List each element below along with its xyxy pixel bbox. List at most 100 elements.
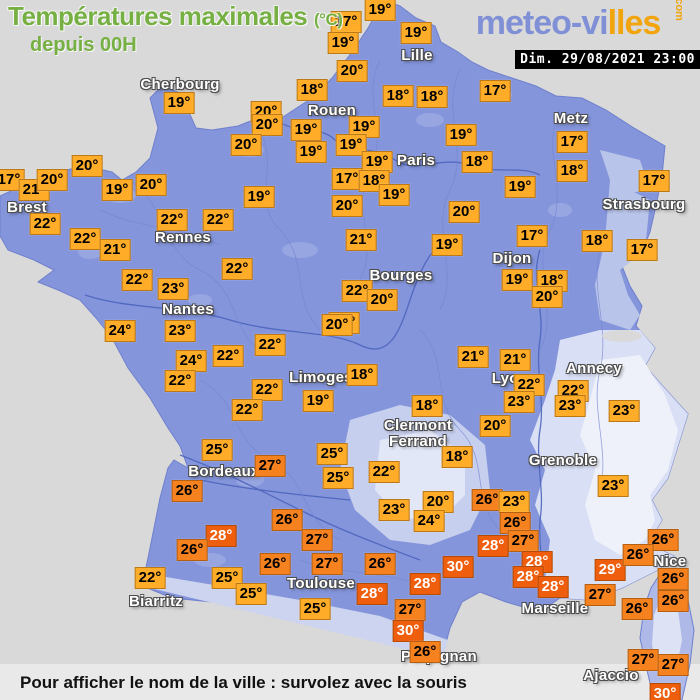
temp-badge: 18°	[416, 86, 448, 108]
temp-badge: 19°	[504, 176, 536, 198]
terrain-alps-core	[580, 355, 678, 555]
temp-badge: 18°	[556, 160, 588, 182]
temp-badge: 22°	[156, 209, 188, 231]
city-label-rouen: Rouen	[307, 102, 357, 119]
temp-badge: 19°	[361, 151, 393, 173]
temp-badge: 22°	[212, 345, 244, 367]
temp-badge: 22°	[513, 374, 545, 396]
river-seine	[276, 120, 541, 176]
temp-badge: 20°	[366, 289, 398, 311]
temp-badge: 22°	[231, 399, 263, 421]
temp-badge: 30°	[649, 683, 681, 700]
temp-badge: 18°	[346, 364, 378, 386]
temp-badge: 26°	[259, 553, 291, 575]
footer-bar	[0, 664, 700, 700]
temp-badge: 20°	[531, 286, 563, 308]
terrain-jura	[595, 180, 650, 330]
city-label-toulouse: Toulouse	[287, 575, 355, 592]
city-label-marseille: Marseille	[521, 600, 589, 617]
terrain-pyrenees	[142, 576, 448, 658]
temp-badge: 22°	[221, 258, 253, 280]
temp-badge: 17°	[638, 170, 670, 192]
temp-badge: 28°	[521, 551, 553, 573]
temp-badge: 19°	[327, 32, 359, 54]
temp-badge: 19°	[163, 92, 195, 114]
temp-badge: 19°	[290, 119, 322, 141]
temp-badge: 26°	[621, 598, 653, 620]
temp-badge: 20°	[251, 114, 283, 136]
temp-badge: 20°	[479, 415, 511, 437]
temp-badge: 27°	[627, 649, 659, 671]
temp-badge: 22°	[29, 213, 61, 235]
temp-badge: 17°	[331, 168, 363, 190]
temp-badge: 19°	[501, 269, 533, 291]
temp-badge: 22°	[251, 379, 283, 401]
river-rhone	[535, 249, 543, 596]
temp-badge: 26°	[409, 641, 441, 663]
page-subtitle: depuis 00H	[30, 34, 137, 56]
city-label-bourges: Bourges	[369, 267, 433, 284]
river-loire	[84, 239, 446, 350]
temp-badge: 18°	[441, 446, 473, 468]
temp-badge: 19°	[378, 184, 410, 206]
temp-badge: 20°	[321, 314, 353, 336]
temp-badge: 25°	[211, 567, 243, 589]
temp-badge: 25°	[316, 443, 348, 465]
logo-part-blue: meteo-vi	[475, 4, 609, 42]
temp-badge: 19°	[295, 141, 327, 163]
temp-badge: 20°	[36, 169, 68, 191]
temp-badge: 23°	[608, 400, 640, 422]
temp-badge: 27°	[657, 654, 689, 676]
temp-badge: 19°	[335, 134, 367, 156]
temp-badge: 22°	[254, 334, 286, 356]
temp-badge: 21°	[99, 239, 131, 261]
city-label-grenoble: Grenoble	[528, 452, 598, 469]
temp-badge: 23°	[503, 391, 535, 413]
city-label-nantes: Nantes	[162, 301, 214, 318]
temp-badge: 25°	[235, 583, 267, 605]
temp-badge: 26°	[622, 544, 654, 566]
temp-badge: 26°	[271, 509, 303, 531]
temp-badge: 17°	[516, 225, 548, 247]
city-label-limoges: Limoges	[289, 369, 353, 386]
temp-badge: 24°	[175, 350, 207, 372]
city-label-cherbourg: Cherbourg	[140, 76, 220, 93]
temp-badge: 23°	[597, 475, 629, 497]
temp-badge: 17°	[479, 80, 511, 102]
temp-badge: 25°	[299, 598, 331, 620]
temp-badge: 27°	[254, 455, 286, 477]
footer-hint: Pour afficher le nom de la ville : survo…	[20, 673, 467, 692]
temp-badge: 19°	[445, 124, 477, 146]
city-label-rennes: Rennes	[155, 229, 211, 246]
temp-badge: 17°	[330, 11, 362, 33]
temp-badge: 17°	[556, 131, 588, 153]
header: Températures maximales (°C) depuis 00H	[8, 1, 343, 57]
temp-badge: 26°	[364, 553, 396, 575]
page-title-unit: (°C)	[313, 10, 343, 29]
temp-badge: 21°	[457, 346, 489, 368]
city-label-bordeaux: Bordeaux	[188, 463, 260, 480]
temp-badge: 19°	[302, 390, 334, 412]
temp-badge: 28°	[512, 566, 544, 588]
temp-badge: 27°	[301, 529, 333, 551]
temp-badge: 23°	[498, 491, 530, 513]
temp-badge: 20°	[230, 134, 262, 156]
temp-badge: 18°	[296, 79, 328, 101]
city-label-paris: Paris	[396, 152, 436, 169]
temp-badge: 19°	[348, 116, 380, 138]
page-title: Températures maximales (°C)	[8, 1, 343, 31]
temp-badge: 26°	[657, 568, 689, 590]
temp-badge: 26°	[657, 590, 689, 612]
temp-badge: 29°	[594, 559, 626, 581]
temp-badge: 22°	[121, 269, 153, 291]
temp-badge: 22°	[164, 370, 196, 392]
temp-badge: 27°	[394, 599, 426, 621]
temp-badge: 25°	[201, 439, 233, 461]
brand-logo[interactable]: meteo-villes .com	[475, 0, 686, 43]
city-label-clermont-ferrand: Clermont Ferrand	[383, 417, 453, 450]
city-label-metz: Metz	[553, 110, 589, 127]
temp-badge: 18°	[411, 395, 443, 417]
temp-badge: 20°	[331, 195, 363, 217]
